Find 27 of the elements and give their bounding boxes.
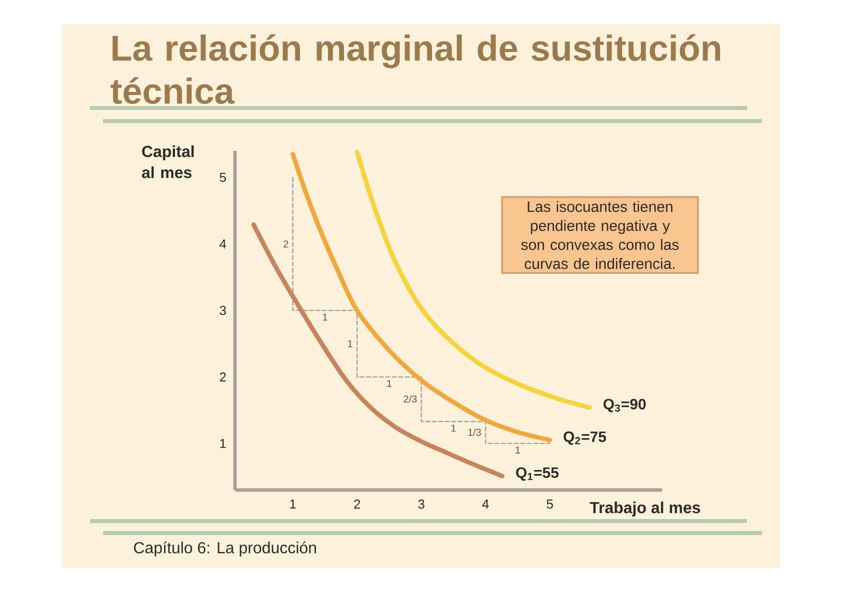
annotation: Las isocuantes tienen pendiente negativa y son convexas como las curvas de indiferencia. [521,200,679,269]
annotation: 2/3 [404,395,417,403]
annotation: 2 [284,240,288,248]
annotation: 1 [348,340,352,348]
annotation: 1 [387,380,392,388]
y-tick-label: 2 [220,372,226,382]
y-axis-title: Capital al mes [142,145,194,178]
annotation: 1 [322,314,328,321]
y-tick-label: 4 [220,239,226,248]
line-series [251,222,505,478]
annotation: 1 [516,446,520,454]
y-tick-label: 1 [220,438,226,448]
x-tick-label: 3 [418,500,424,509]
x-tick-label: 5 [546,500,553,509]
y-tick-label: 5 [220,172,226,182]
annotation: 1 [451,424,456,432]
x-tick-label: 1 [290,500,296,508]
series-label: Q$_{1}$=55 [516,467,559,481]
series-label: Q$_{2}$=75 [564,431,606,445]
y-tick-label: 3 [220,306,226,316]
x-axis-title: Trabajo al mes [590,502,700,516]
text: Capítulo 6: La producción [134,541,316,557]
chart-title: La relación marginal de sustitución técnica [110,34,720,104]
annotation: 1/3 [468,428,481,436]
x-tick-label: 4 [482,500,489,508]
x-tick-label: 2 [354,500,360,509]
series-label: Q$_{3}$=90 [603,398,646,412]
